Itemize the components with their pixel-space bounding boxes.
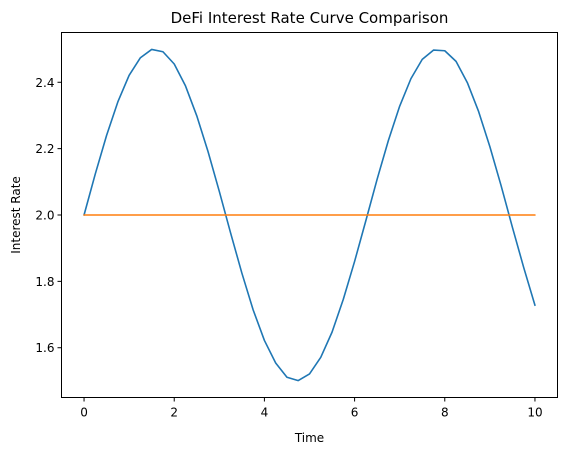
y-tick-label: 2.2 [35,142,54,156]
plot-frame [61,32,558,398]
x-axis: 0 2 4 6 8 10 [80,397,543,420]
y-axis-label: Interest Rate [9,176,23,254]
x-axis-label: Time [294,431,324,445]
x-tick-label: 4 [261,406,269,420]
plot-series [83,48,536,382]
y-tick-label: 2.0 [35,209,54,223]
y-tick-label: 2.4 [35,76,54,90]
y-axis: 1.6 1.8 2.0 2.2 2.4 [35,76,62,355]
x-tick-label: 2 [170,406,178,420]
y-tick-label: 1.6 [35,341,54,355]
x-tick-label: 6 [351,406,359,420]
x-tick-label: 0 [80,406,88,420]
y-tick-label: 1.8 [35,275,54,289]
series-line-1 [83,48,536,382]
chart-title: DeFi Interest Rate Curve Comparison [171,9,449,27]
x-tick-label: 10 [527,406,542,420]
x-tick-label: 8 [441,406,449,420]
